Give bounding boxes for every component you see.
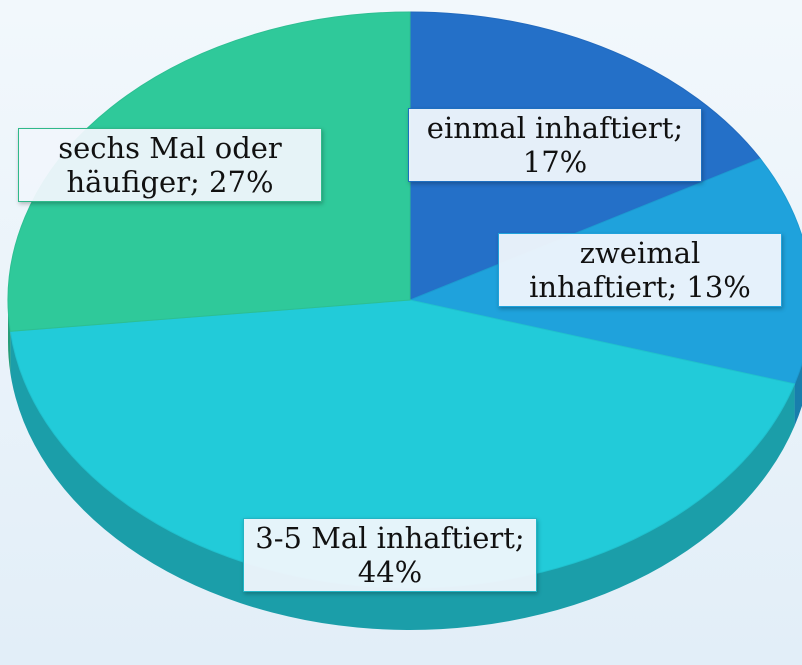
pie-side xyxy=(10,331,795,631)
data-label: zweimal inhaftiert; 13% xyxy=(498,233,782,307)
data-label: 3-5 Mal inhaftiert; 44% xyxy=(243,518,537,592)
data-label: sechs Mal oder häufiger; 27% xyxy=(18,128,322,202)
data-label: einmal inhaftiert; 17% xyxy=(408,108,702,182)
pie-side xyxy=(794,363,802,426)
